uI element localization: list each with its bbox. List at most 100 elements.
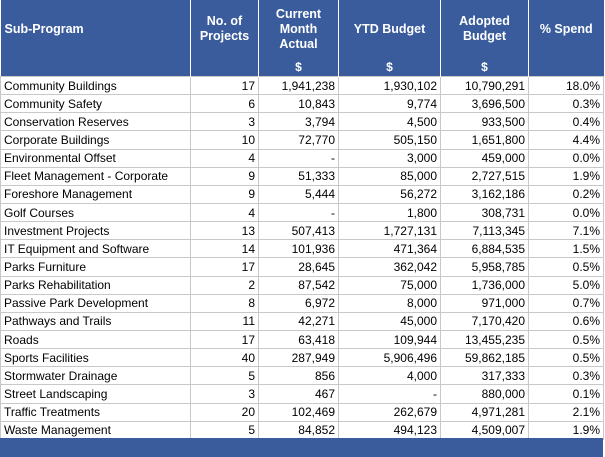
sub-program-cell: Stormwater Drainage bbox=[0, 366, 191, 386]
value-cell: 5 bbox=[190, 420, 259, 440]
sub-program-cell: Sports Facilities bbox=[0, 348, 191, 368]
table-row: Fleet Management - Corporate 9 51,333 85,00… bbox=[0, 166, 604, 186]
table-row: Passive Park Development 8 6,972 8,000 971,0… bbox=[0, 293, 604, 313]
value-cell: 56,272 bbox=[338, 184, 441, 204]
value-cell: 45,000 bbox=[338, 311, 441, 331]
value-cell: 0.3% bbox=[528, 366, 604, 386]
value-cell: 0.5% bbox=[528, 348, 604, 368]
sub-program-cell: Conservation Reserves bbox=[0, 112, 191, 132]
value-cell: 17 bbox=[190, 329, 259, 350]
unit-label: $ bbox=[440, 58, 529, 77]
column-header: YTD Budget bbox=[338, 0, 441, 58]
sub-program-cell: Passive Park Development bbox=[0, 293, 191, 313]
value-cell: 505,150 bbox=[338, 130, 441, 150]
value-cell: 0.4% bbox=[528, 112, 604, 132]
value-cell: 75,000 bbox=[338, 275, 441, 295]
value-cell: 4,000 bbox=[338, 366, 441, 386]
sub-program-cell: Community Safety bbox=[0, 94, 191, 114]
table-row: Conservation Reserves 3 3,794 4,500 933,500 0… bbox=[0, 112, 604, 132]
value-cell: 467 bbox=[258, 384, 339, 404]
value-cell: 4,500 bbox=[338, 112, 441, 132]
header-blank bbox=[0, 58, 191, 77]
table-row: Street Landscaping 3 467-880,000 0.1% bbox=[0, 384, 604, 404]
value-cell: 0.6% bbox=[528, 311, 604, 331]
value-cell: - bbox=[258, 202, 339, 223]
value-cell: 59,862,185 bbox=[440, 348, 529, 368]
value-cell: 4 bbox=[190, 148, 259, 168]
value-cell: 880,000 bbox=[440, 384, 529, 404]
value-cell: 18.0% bbox=[528, 75, 604, 96]
value-cell: 0.1% bbox=[528, 384, 604, 404]
value-cell: 5.0% bbox=[528, 275, 604, 295]
value-cell: 507,413 bbox=[258, 221, 339, 241]
value-cell: 9,774 bbox=[338, 94, 441, 114]
value-cell: 459,000 bbox=[440, 148, 529, 168]
value-cell: 101,936 bbox=[258, 239, 339, 259]
table-row: Investment Projects 13 507,413 1,727,131 7,1… bbox=[0, 221, 604, 241]
sub-program-cell: Street Landscaping bbox=[0, 384, 191, 404]
value-cell: 20 bbox=[190, 402, 259, 422]
sub-program-cell: Foreshore Management bbox=[0, 184, 191, 204]
spend-table: Sub-Program No. of Projects Current Month … bbox=[0, 0, 604, 440]
sub-program-cell: IT Equipment and Software bbox=[0, 239, 191, 259]
total-row-bar bbox=[0, 438, 603, 457]
value-cell: 5,444 bbox=[258, 184, 339, 204]
sub-program-cell: Environmental Offset bbox=[0, 148, 191, 168]
table-row: Golf Courses 4-1,800 308,731 0.0% bbox=[0, 202, 604, 223]
value-cell: 1.5% bbox=[528, 239, 604, 259]
table-row: Traffic Treatments 20 102,469 262,679 4,971,… bbox=[0, 402, 604, 422]
column-header: Sub-Program bbox=[0, 0, 191, 58]
value-cell: 3 bbox=[190, 384, 259, 404]
value-cell: 8,000 bbox=[338, 293, 441, 313]
column-header: No. of Projects bbox=[190, 0, 259, 58]
table-row: Community Safety 6 10,843 9,774 3,696,500 0.3… bbox=[0, 94, 604, 114]
table-row: IT Equipment and Software 14 101,936 471,36… bbox=[0, 239, 604, 259]
table-row: Stormwater Drainage 5 856 4,000 317,333 0.3% bbox=[0, 366, 604, 386]
value-cell: 0.0% bbox=[528, 202, 604, 223]
value-cell: - bbox=[338, 384, 441, 404]
value-cell: 7.1% bbox=[528, 221, 604, 241]
header-blank bbox=[190, 58, 259, 77]
value-cell: 287,949 bbox=[258, 348, 339, 368]
value-cell: 40 bbox=[190, 348, 259, 368]
value-cell: 1,941,238 bbox=[258, 75, 339, 96]
value-cell: 971,000 bbox=[440, 293, 529, 313]
value-cell: 0.0% bbox=[528, 148, 604, 168]
value-cell: 4 bbox=[190, 202, 259, 223]
value-cell: 6 bbox=[190, 94, 259, 114]
sub-program-cell: Roads bbox=[0, 329, 191, 350]
value-cell: 17 bbox=[190, 257, 259, 277]
value-cell: 0.5% bbox=[528, 329, 604, 350]
value-cell: 4,971,281 bbox=[440, 402, 529, 422]
value-cell: 1.9% bbox=[528, 420, 604, 440]
value-cell: 9 bbox=[190, 166, 259, 186]
value-cell: 471,364 bbox=[338, 239, 441, 259]
value-cell: 4.4% bbox=[528, 130, 604, 150]
value-cell: 5 bbox=[190, 366, 259, 386]
value-cell: 28,645 bbox=[258, 257, 339, 277]
sub-program-cell: Investment Projects bbox=[0, 221, 191, 241]
sub-program-cell: Golf Courses bbox=[0, 202, 191, 223]
value-cell: 362,042 bbox=[338, 257, 441, 277]
table-row: Community Buildings 17 1,941,238 1,930,102 1… bbox=[0, 75, 604, 96]
value-cell: 0.7% bbox=[528, 293, 604, 313]
value-cell: 3,162,186 bbox=[440, 184, 529, 204]
value-cell: 5,906,496 bbox=[338, 348, 441, 368]
value-cell: 1,736,000 bbox=[440, 275, 529, 295]
value-cell: 6,884,535 bbox=[440, 239, 529, 259]
column-header: % Spend bbox=[528, 0, 604, 58]
value-cell: 3 bbox=[190, 112, 259, 132]
value-cell: 109,944 bbox=[338, 329, 441, 350]
value-cell: 1,930,102 bbox=[338, 75, 441, 96]
value-cell: 11 bbox=[190, 311, 259, 331]
table-row: Parks Rehabilitation 2 87,542 75,000 1,736,0… bbox=[0, 275, 604, 295]
column-header: Current Month Actual bbox=[258, 0, 339, 58]
value-cell: 1.9% bbox=[528, 166, 604, 186]
value-cell: 3,696,500 bbox=[440, 94, 529, 114]
value-cell: 7,170,420 bbox=[440, 311, 529, 331]
value-cell: 494,123 bbox=[338, 420, 441, 440]
sub-program-cell: Waste Management bbox=[0, 420, 191, 440]
value-cell: 9 bbox=[190, 184, 259, 204]
value-cell: - bbox=[258, 148, 339, 168]
